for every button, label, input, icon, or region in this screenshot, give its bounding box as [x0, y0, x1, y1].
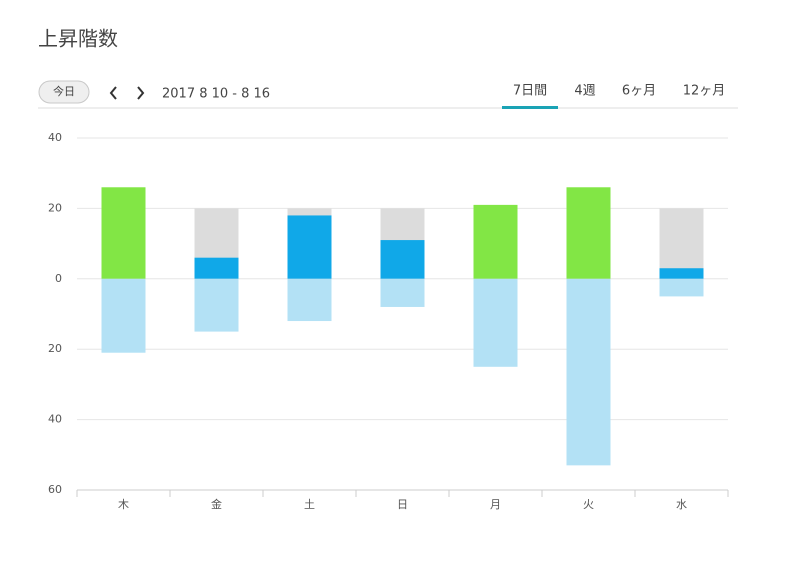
tab[interactable]: 7日間 [513, 84, 547, 99]
y-tick-label: 40 [48, 413, 62, 426]
x-tick-label: 日 [397, 498, 408, 511]
bar [473, 204, 518, 279]
x-tick-label: 火 [583, 498, 594, 511]
x-tick-label: 月 [490, 498, 501, 511]
bar [194, 257, 239, 279]
bar [101, 187, 146, 279]
tab[interactable]: 4週 [574, 84, 595, 99]
bar [566, 187, 611, 279]
x-tick-label: 木 [118, 498, 129, 511]
prev-arrow[interactable] [109, 86, 117, 100]
y-tick-label: 20 [48, 342, 62, 355]
chart-title: 上昇階数 [38, 27, 118, 51]
bar [380, 240, 425, 279]
date-range: 2017 8 10 - 8 16 [162, 87, 270, 102]
bar [380, 278, 425, 307]
tab[interactable]: 12ヶ月 [683, 84, 726, 99]
today-button[interactable] [38, 80, 90, 104]
bar [101, 278, 146, 353]
y-tick-label: 60 [48, 483, 62, 496]
x-tick-label: 金 [211, 497, 222, 511]
y-tick-label: 0 [55, 272, 62, 285]
bar [287, 278, 332, 322]
x-tick-label: 土 [304, 498, 315, 511]
tab-underline [502, 106, 558, 109]
x-tick-label: 水 [676, 498, 687, 511]
y-tick-label: 20 [48, 201, 62, 214]
bar [659, 268, 704, 279]
tab[interactable]: 6ヶ月 [622, 84, 656, 99]
bar [659, 278, 704, 297]
bar [566, 278, 611, 466]
bar [194, 278, 239, 332]
next-arrow[interactable] [137, 86, 145, 100]
y-tick-label: 40 [48, 131, 62, 144]
bar [659, 208, 704, 279]
today-label[interactable]: 今日 [53, 84, 75, 98]
bar [287, 215, 332, 279]
bar [473, 278, 518, 367]
